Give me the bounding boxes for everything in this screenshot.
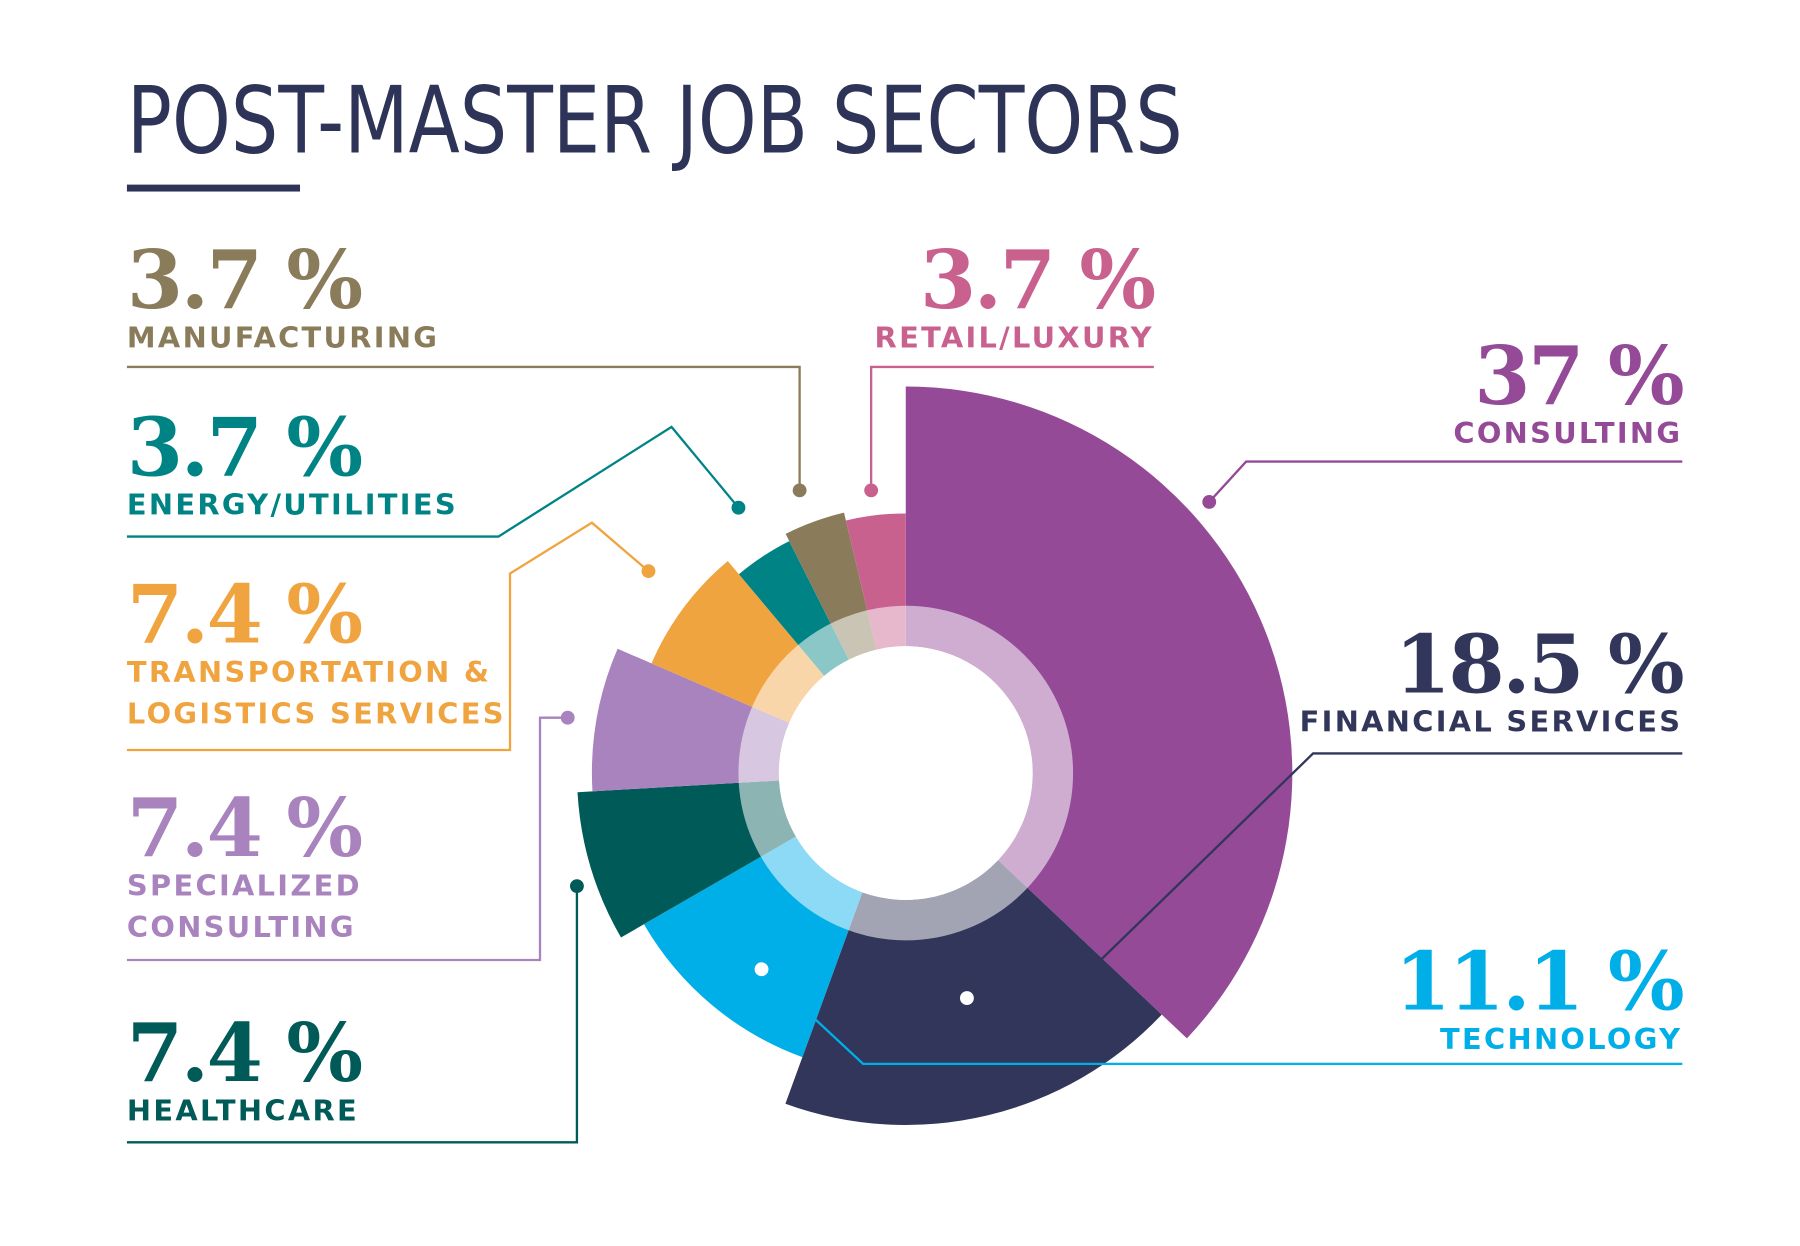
percent-label: 11.1 % (1394, 933, 1685, 1030)
percent-label: 3.7 % (126, 399, 363, 495)
leader-line (126, 886, 579, 1144)
sector-name: CONSULTING (1453, 416, 1683, 450)
slice-label: 7.4 % SPECIALIZED CONSULTING (126, 779, 404, 949)
leader-line (1208, 460, 1683, 503)
leader-dot (560, 710, 575, 725)
leader-line (126, 521, 650, 752)
percent-label: 18.5 % (1394, 616, 1685, 712)
percent-label: 7.4 % (126, 566, 363, 663)
sector-name: HEALTHCARE (126, 1093, 360, 1128)
slice-label: 7.4 % HEALTHCARE (126, 1004, 565, 1132)
inner-ring-highlight (738, 605, 1074, 941)
leader-dot (864, 483, 879, 498)
leader-dot (731, 500, 746, 515)
leader-dot (1202, 494, 1217, 509)
percent-label: 3.7 % (126, 231, 363, 328)
percent-label: 3.7 % (919, 231, 1156, 328)
slice-label: 3.7 % ENERGY/UTILITIES (127, 406, 589, 526)
slice-label: 11.1 % TECHNOLOGY (1221, 933, 1685, 1060)
sector-name: SPECIALIZED CONSULTING (126, 868, 362, 944)
leader-line (126, 425, 740, 538)
pie-slice (577, 780, 796, 938)
chart-title: POST-MASTER JOB SECTORS (127, 66, 1183, 174)
sector-name: FINANCIAL SERVICES (1299, 704, 1683, 739)
sector-name: ENERGY/UTILITIES (126, 488, 458, 522)
leader-dot (959, 991, 974, 1005)
slice-label: 3.7 % RETAIL/LUXURY (692, 231, 1157, 359)
sector-name: RETAIL/LUXURY (874, 320, 1154, 355)
center-hole (778, 646, 1033, 900)
pie-slice (905, 386, 1293, 1039)
sector-name: TRANSPORTATION & LOGISTICS SERVICES (126, 655, 506, 731)
leader-line (966, 752, 1683, 1000)
leader-line (760, 968, 1683, 1065)
leader-dot (754, 962, 769, 977)
leader-line (126, 365, 801, 491)
leader-line (869, 365, 1154, 491)
leader-line (126, 716, 568, 962)
percent-label: 7.4 % (126, 1004, 363, 1101)
slice-label: 7.4 % TRANSPORTATION & LOGISTICS SERVICES (127, 573, 508, 735)
sector-name: MANUFACTURING (126, 320, 440, 355)
leader-dot (569, 879, 584, 894)
slice-label: 3.7 % MANUFACTURING (126, 231, 589, 359)
title-underline (126, 184, 300, 192)
slice-label: 18.5 % FINANCIAL SERVICES (1221, 616, 1685, 743)
leader-dot (641, 564, 656, 579)
sector-name: TECHNOLOGY (1440, 1022, 1683, 1056)
slice-label: 37 % CONSULTING (1221, 327, 1684, 455)
leader-dot (792, 483, 807, 498)
percent-label: 37 % (1474, 327, 1684, 424)
percent-label: 7.4 % (126, 779, 363, 876)
